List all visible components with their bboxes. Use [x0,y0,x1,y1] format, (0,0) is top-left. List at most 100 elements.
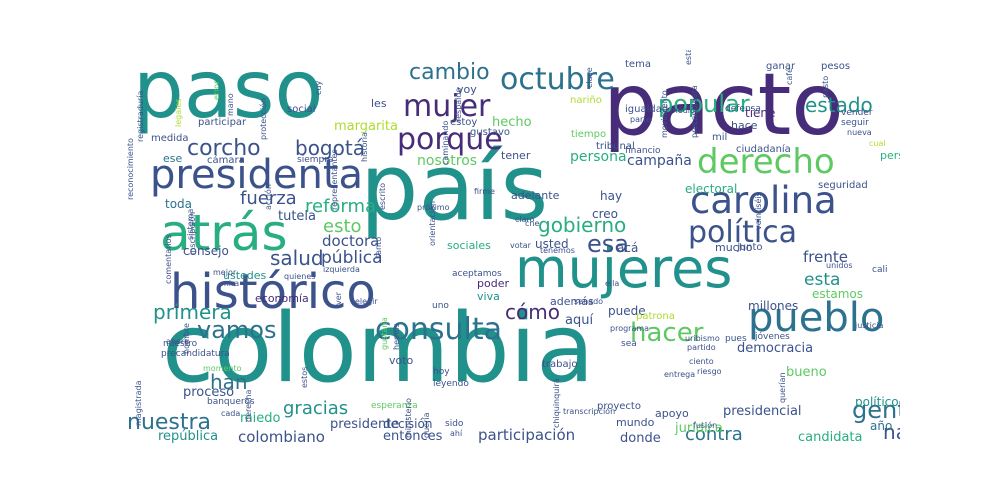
word-pesos: pesos [821,61,851,72]
word-pasto: pasto [821,75,830,98]
word-partido: partido [687,343,716,352]
word-hoy: hoy [433,367,450,377]
word-jovenes: jóvenes [755,332,790,342]
word-orientacion: orientación [428,200,437,246]
word-fusion: fusión [693,421,718,430]
word-mano: mano [226,93,235,116]
word-cne: cne [525,219,540,228]
word-proceso: proceso [183,385,235,400]
word-aca: acá [617,241,639,255]
word-esa: esa [587,230,629,258]
word-historico: histórico [170,264,376,320]
word-reconocimiento: reconocimiento [126,138,135,200]
word-hombre: hombre [182,323,191,354]
word-les: les [371,97,387,110]
word-comentarios: comentarios [164,234,173,284]
word-bogota: bogotá [295,136,365,160]
word-votar: votar [510,241,531,250]
word-como: cómo [505,300,560,324]
word-estado: estado [805,93,873,117]
word-magistrada: magistrada [134,380,143,426]
word-contra: contra [685,424,743,445]
word-corcho: corcho [187,136,261,161]
word-programa: programa [610,324,650,333]
word-financio: financio [625,146,661,156]
word-ese: ese [163,152,183,165]
word-apoyo: apoyo [655,407,689,420]
word-presidenta: presidenta [150,152,364,198]
word-nacional: nacional [883,420,900,444]
word-usted: usted [535,237,569,251]
word-cuy: cuy [314,80,323,95]
word-persona: persona [570,149,627,165]
word-adelante: adelante [511,189,560,202]
word-izquierda: izquierda [323,265,360,274]
word-esto: esto [323,216,362,237]
word-mujeres: mujeres [515,237,733,300]
word-ano: año [870,419,893,433]
word-publica: pública [321,248,383,268]
word-decision: decisión [383,417,433,431]
word-inscripcion: inscripción [188,211,197,255]
word-toda: toda [165,197,193,211]
word-ver: ver [334,292,343,305]
word-hay: hay [600,189,623,203]
word-entonces: entonces [383,429,443,444]
word-margarita: margarita [334,119,398,134]
cloud-canvas: colombia país pacto paso mujeres históri… [125,50,900,450]
word-mira: mira [221,279,240,288]
word-salud: salud [270,246,324,270]
word-consulta: consulta [375,312,502,347]
word-pues: pues [725,334,747,344]
word-sociales: sociales [447,239,491,252]
word-participacion: participación [478,426,576,444]
word-clase: clase [585,67,594,88]
word-precandidatura: precandidatura [161,349,230,359]
word-cafe: café [785,67,794,85]
word-ministerio: ministerio [404,398,413,438]
word-mejor: mejor [213,268,237,277]
word-atras: atrás [160,204,288,262]
word-transcripcion: transcripción [563,407,616,416]
word-elegir: elegir [355,297,378,306]
word-claro: claro [515,215,535,224]
word-junto: junto [737,242,763,253]
word-cali: cali [872,265,888,275]
word-pacto: pacto [603,55,844,155]
word-consejo: consejo [183,244,229,258]
word-mucho: mucho [715,241,753,254]
word-leyendo: leyendo [433,379,469,389]
word-viva: viva [477,290,500,303]
word-politica: política [688,215,798,250]
word-medida: medida [151,133,189,144]
word-bueno: bueno [786,365,827,380]
word-estoy: estoy [450,117,478,128]
word-precandidata: precandidata [690,85,699,138]
word-colombia: colombia [162,294,595,404]
word-proximo: próximo [417,203,450,212]
word-sea: sea [621,339,637,349]
word-colombiano: colombiano [238,428,325,446]
word-tribunal: tribunal [596,141,635,152]
word-respaldo: respaldo [454,87,463,122]
word-mujer: mujer [403,89,491,124]
word-gracias: gracias [283,398,349,419]
word-cual: cual [869,139,886,148]
word-primera: primera [153,300,232,324]
word-hecho: hecho [492,115,532,130]
word-tema: tema [625,59,651,70]
word-proyecto: proyecto [597,401,641,412]
word-electoral: electoral [685,182,738,196]
word-politico: político [855,395,899,409]
word-tiempo: tiempo [571,129,607,140]
word-tutela: tutela [278,209,317,224]
word-igualdad: igualdad [625,104,669,115]
word-medica: médica [670,106,700,115]
word-hace: hace [731,119,758,132]
word-tanto: tanto [374,236,383,258]
word-ahi: ahí [450,429,463,438]
word-senado: senado [574,297,604,306]
word-participar: participar [198,117,247,128]
word-aceptamos: aceptamos [452,269,502,279]
word-entrega: entrega [664,370,696,379]
